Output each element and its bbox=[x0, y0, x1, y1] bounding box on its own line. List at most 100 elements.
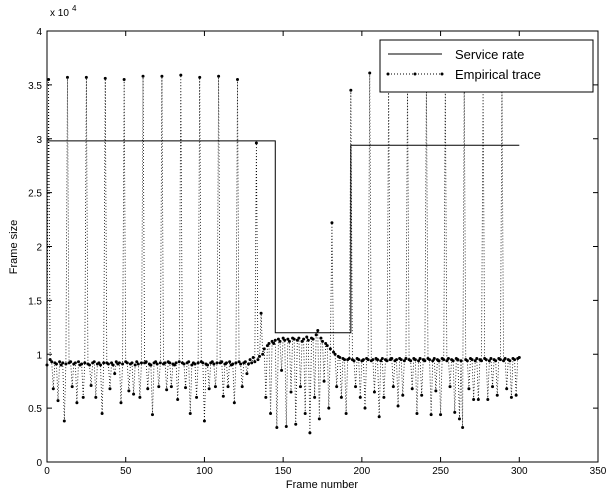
trace-point bbox=[232, 401, 236, 405]
trace-point bbox=[377, 415, 381, 419]
trace-point bbox=[314, 333, 318, 337]
trace-point bbox=[45, 363, 49, 367]
rate-line bbox=[47, 140, 520, 334]
trace-point bbox=[352, 359, 356, 363]
trace-point bbox=[114, 360, 118, 364]
trace-point bbox=[80, 362, 84, 366]
y-tick-label: 3 bbox=[36, 135, 42, 146]
trace-point bbox=[330, 221, 334, 225]
trace-point bbox=[382, 395, 386, 399]
trace-point bbox=[287, 339, 291, 343]
y-tick-label: 4 bbox=[36, 27, 42, 38]
trace-point bbox=[476, 398, 480, 402]
trace-point bbox=[434, 389, 438, 393]
trace-point bbox=[100, 412, 104, 416]
trace-point bbox=[228, 360, 232, 364]
trace-point bbox=[150, 413, 154, 417]
trace-point bbox=[160, 74, 164, 78]
trace-point bbox=[239, 362, 243, 366]
trace-point bbox=[106, 362, 110, 366]
x-tick-label: 200 bbox=[354, 466, 371, 477]
trace-point bbox=[347, 357, 351, 361]
trace-point bbox=[321, 339, 324, 343]
trace-point bbox=[157, 385, 161, 389]
trace-point bbox=[409, 359, 413, 363]
legend-label: Service rate bbox=[455, 47, 524, 62]
trace-point bbox=[456, 358, 460, 362]
trace-point bbox=[311, 337, 315, 341]
trace-point bbox=[410, 387, 414, 391]
trace-point bbox=[125, 361, 129, 365]
trace-point bbox=[358, 395, 362, 399]
trace-point bbox=[176, 398, 180, 402]
trace-point bbox=[437, 359, 441, 363]
trace-point bbox=[201, 361, 205, 365]
trace-point bbox=[113, 372, 117, 376]
trace-point bbox=[141, 74, 145, 78]
trace-point bbox=[231, 362, 235, 366]
trace-point bbox=[206, 363, 210, 367]
x-tick-label: 250 bbox=[432, 466, 449, 477]
trace-point bbox=[371, 358, 375, 362]
trace-point bbox=[190, 363, 194, 367]
trace-point bbox=[431, 359, 435, 363]
trace-point bbox=[62, 419, 66, 423]
trace-point bbox=[155, 362, 159, 366]
trace-point bbox=[495, 393, 499, 397]
trace-point bbox=[313, 395, 317, 399]
trace-point bbox=[259, 311, 263, 315]
trace-point bbox=[453, 410, 457, 414]
legend-box bbox=[379, 39, 594, 93]
trace-point bbox=[276, 337, 280, 341]
trace-point bbox=[461, 426, 465, 430]
trace-point bbox=[498, 358, 502, 362]
trace-point bbox=[275, 426, 279, 430]
trace-point bbox=[127, 389, 131, 393]
trace-point bbox=[328, 347, 332, 351]
trace-point bbox=[327, 406, 331, 410]
x-tick-label: 50 bbox=[120, 466, 132, 477]
trace-point bbox=[513, 358, 517, 362]
trace-point bbox=[439, 413, 443, 417]
trace-point bbox=[442, 358, 446, 362]
trace-point bbox=[234, 361, 238, 365]
trace-point bbox=[292, 337, 296, 341]
trace-point bbox=[102, 361, 106, 365]
trace-point bbox=[97, 361, 101, 365]
trace-point bbox=[84, 75, 88, 79]
trace-point bbox=[165, 388, 169, 392]
trace-point bbox=[270, 339, 274, 343]
trace-point bbox=[117, 361, 121, 365]
trace-point bbox=[108, 387, 112, 391]
y-tick-label: 2 bbox=[36, 243, 42, 254]
trace-point bbox=[472, 398, 476, 402]
trace-point bbox=[217, 74, 221, 78]
trace-point bbox=[110, 361, 114, 365]
trace-point bbox=[240, 385, 244, 389]
trace-point bbox=[473, 359, 477, 363]
trace-point bbox=[149, 363, 153, 367]
trace-point bbox=[503, 357, 507, 361]
trace-point bbox=[65, 75, 69, 79]
trace-point bbox=[494, 359, 498, 363]
trace-point bbox=[308, 431, 312, 435]
trace-point bbox=[429, 413, 433, 417]
trace-point bbox=[195, 395, 199, 399]
trace-point bbox=[59, 363, 63, 367]
trace-point bbox=[446, 357, 450, 361]
trace-point bbox=[237, 360, 241, 364]
trace-point bbox=[354, 385, 358, 389]
trace-point bbox=[283, 338, 287, 342]
trace-point bbox=[99, 363, 103, 367]
x-tick-label: 150 bbox=[275, 466, 292, 477]
trace-point bbox=[322, 379, 326, 383]
trace-point bbox=[502, 359, 506, 363]
trace-point bbox=[184, 386, 188, 390]
trace-point bbox=[391, 385, 395, 389]
trace-point bbox=[509, 395, 513, 399]
y-tick-label: 0 bbox=[36, 458, 42, 469]
trace-point bbox=[163, 361, 167, 365]
trace-point bbox=[264, 395, 268, 399]
legend-marker bbox=[386, 72, 390, 76]
